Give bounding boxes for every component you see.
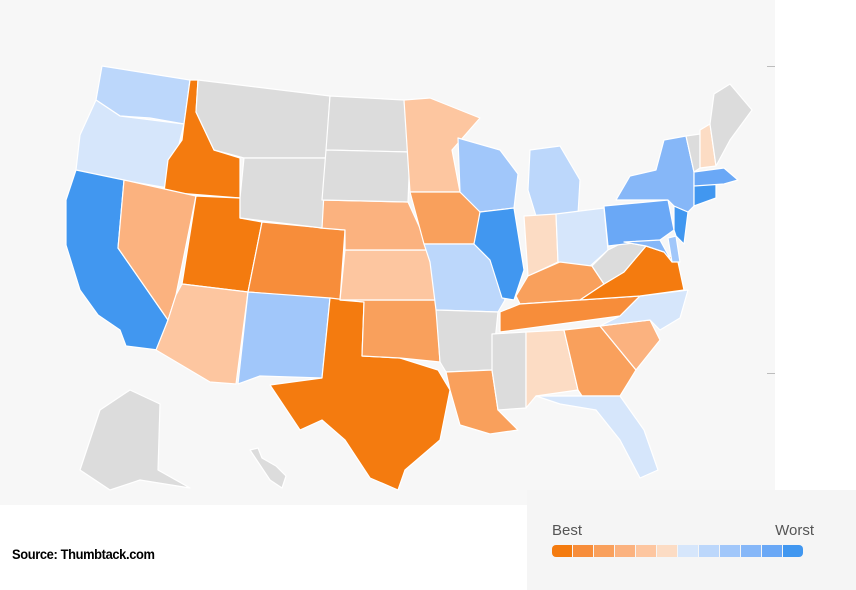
state-fl[interactable]: [535, 395, 659, 479]
state-ms[interactable]: [491, 331, 527, 411]
state-wy[interactable]: [239, 157, 327, 229]
legend-swatch: [552, 545, 572, 557]
state-pa[interactable]: [603, 199, 675, 247]
state-hi[interactable]: [249, 447, 287, 489]
legend-swatch: [762, 545, 782, 557]
legend-color-scale: [552, 545, 803, 557]
legend-swatch: [720, 545, 740, 557]
state-de[interactable]: [667, 235, 681, 263]
state-ny[interactable]: [615, 135, 695, 213]
map-edge-tick: [767, 373, 775, 374]
state-mt[interactable]: [195, 79, 331, 159]
state-nd[interactable]: [325, 95, 411, 153]
legend-swatch: [783, 545, 803, 557]
state-nm[interactable]: [237, 291, 331, 385]
map-svg: [65, 65, 753, 491]
state-ma[interactable]: [693, 167, 739, 187]
legend-swatch: [636, 545, 656, 557]
state-nc[interactable]: [599, 289, 689, 331]
source-caption: Source: Thumbtack.com: [12, 546, 155, 562]
legend-best-label: Best: [552, 522, 583, 539]
legend-swatch: [657, 545, 677, 557]
legend-swatch: [594, 545, 614, 557]
map-edge-tick: [767, 66, 775, 67]
state-me[interactable]: [709, 83, 753, 167]
legend-swatch: [615, 545, 635, 557]
state-md[interactable]: [623, 239, 673, 263]
legend-swatch: [678, 545, 698, 557]
state-al[interactable]: [525, 329, 579, 409]
state-ar[interactable]: [435, 309, 499, 373]
state-mi[interactable]: [527, 145, 581, 217]
state-co[interactable]: [247, 221, 346, 301]
state-sd[interactable]: [321, 149, 411, 203]
state-oh[interactable]: [555, 207, 609, 269]
state-ks[interactable]: [339, 249, 437, 301]
state-il[interactable]: [473, 207, 525, 301]
us-choropleth-map: [65, 65, 775, 491]
legend-swatch: [741, 545, 761, 557]
legend-worst-label: Worst: [775, 522, 814, 539]
legend-swatch: [699, 545, 719, 557]
legend: Best Worst: [527, 490, 856, 590]
legend-swatch: [573, 545, 593, 557]
state-ak[interactable]: [79, 389, 191, 491]
